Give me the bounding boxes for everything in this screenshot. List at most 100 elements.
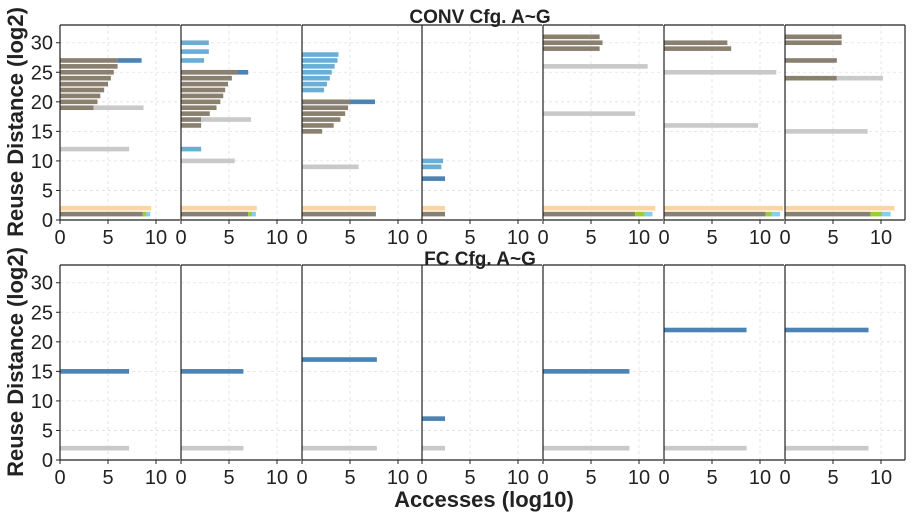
bar	[181, 211, 249, 217]
y-tick-label: 15	[31, 121, 53, 143]
subplot-0-2: 0 5 10	[296, 24, 422, 249]
bar	[93, 105, 144, 111]
bar	[664, 205, 784, 211]
y-tick-label: 25	[31, 62, 53, 84]
bar	[422, 158, 444, 164]
bar	[302, 64, 335, 69]
bar	[543, 40, 603, 46]
x-tick-label: 0	[54, 227, 65, 249]
x-tick-label: 0	[296, 467, 307, 489]
y-tick-label: 5	[42, 420, 53, 442]
bar	[785, 58, 837, 63]
bar	[785, 34, 842, 40]
x-tick-label: 5	[464, 227, 475, 249]
bar	[302, 105, 349, 111]
x-axis-label: Accesses (log10)	[394, 487, 574, 512]
y-tick-label: 30	[31, 273, 53, 295]
x-tick-label: 0	[779, 227, 790, 249]
y-tick-label: 20	[31, 92, 53, 114]
bar	[785, 327, 869, 333]
bar	[785, 445, 869, 451]
x-tick-label: 5	[585, 227, 596, 249]
bar	[422, 211, 446, 217]
bar	[181, 445, 244, 451]
bottom-row-title: FC Cfg. A~G	[424, 249, 536, 270]
bar	[302, 123, 334, 128]
x-tick-label: 0	[175, 227, 186, 249]
subplot-1-3: 0 5 10	[416, 264, 542, 489]
bar	[181, 58, 205, 63]
y-tick-label: 20	[31, 332, 53, 354]
subplot-1-5: 0 5 10	[658, 264, 784, 489]
x-tick-label: 0	[296, 227, 307, 249]
bar	[870, 211, 882, 217]
x-tick-label: 5	[344, 467, 355, 489]
bar	[302, 58, 338, 63]
x-tick-label: 0	[658, 467, 669, 489]
panels-group: 0 5 10 0 5 10 15 20 25 30 0 5 10 0 5 10 0 5 10 0 5 10 0 5 10 0 5 10…	[31, 24, 906, 489]
y-tick-label: 0	[42, 450, 53, 472]
x-tick-label: 10	[628, 467, 650, 489]
y-tick-label: 30	[31, 33, 53, 55]
x-tick-label: 0	[416, 467, 427, 489]
bar	[664, 445, 747, 451]
bar	[252, 211, 256, 217]
y-tick-label: 10	[31, 391, 53, 413]
bar	[785, 205, 895, 211]
bar	[248, 211, 253, 217]
bar	[60, 369, 130, 374]
subplot-0-5: 0 5 10	[658, 24, 784, 249]
bar	[422, 445, 446, 451]
bar	[543, 445, 630, 451]
bar	[765, 211, 772, 217]
bar	[181, 93, 224, 99]
y-tick-label: 5	[42, 180, 53, 202]
bar	[181, 99, 221, 105]
bar	[60, 445, 130, 451]
x-tick-label: 5	[344, 227, 355, 249]
x-tick-label: 10	[145, 467, 167, 489]
bar	[181, 111, 210, 116]
bar	[543, 211, 636, 217]
bar	[181, 158, 235, 164]
bar	[543, 34, 600, 40]
bar	[181, 69, 238, 75]
bar	[785, 40, 842, 46]
bar	[302, 69, 332, 75]
x-tick-label: 10	[266, 227, 288, 249]
x-tick-label: 0	[537, 467, 548, 489]
x-tick-label: 0	[175, 467, 186, 489]
y-tick-label: 0	[42, 210, 53, 232]
bar	[60, 69, 114, 75]
x-tick-label: 10	[628, 227, 650, 249]
bar	[836, 75, 883, 81]
subplot-0-1: 0 5 10	[175, 24, 301, 249]
x-tick-label: 5	[706, 227, 717, 249]
bar	[785, 129, 868, 134]
bar	[302, 99, 350, 105]
subplot-1-2: 0 5 10	[296, 264, 422, 489]
bar	[422, 205, 446, 211]
bar	[664, 69, 777, 75]
bar	[60, 146, 130, 152]
x-tick-label: 5	[827, 467, 838, 489]
bar	[422, 164, 442, 170]
bar	[771, 211, 781, 217]
bar	[201, 117, 252, 122]
subplot-1-4: 0 5 10	[537, 264, 663, 489]
x-tick-label: 5	[464, 467, 475, 489]
bar	[60, 87, 105, 93]
bar	[302, 211, 376, 217]
bar	[302, 129, 323, 134]
bar	[664, 327, 747, 333]
x-tick-label: 5	[706, 467, 717, 489]
bar	[60, 211, 143, 217]
x-tick-label: 10	[387, 227, 409, 249]
y-tick-label: 25	[31, 302, 53, 324]
bar	[664, 123, 759, 128]
bar	[635, 211, 645, 217]
bar	[181, 49, 209, 54]
y-tick-label: 15	[31, 361, 53, 383]
bar	[881, 211, 891, 217]
